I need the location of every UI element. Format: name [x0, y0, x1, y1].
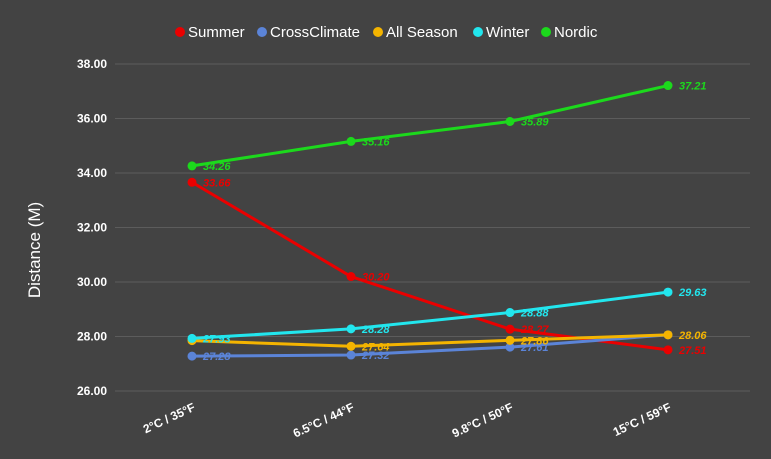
legend-item-crossclimate: CrossClimate: [257, 24, 360, 41]
legend-marker: [373, 27, 383, 37]
legend-label: Winter: [486, 24, 529, 41]
data-label: 27.86: [520, 335, 549, 347]
data-point: [187, 177, 197, 187]
data-label: 35.89: [521, 116, 549, 128]
data-point: [346, 350, 356, 360]
data-label: 28.27: [520, 324, 549, 336]
data-point: [663, 287, 673, 297]
data-point: [505, 324, 515, 334]
legend-label: CrossClimate: [270, 24, 360, 41]
x-tick-label: 15°C / 59°F: [611, 400, 673, 439]
data-point: [663, 81, 673, 91]
data-point: [346, 136, 356, 146]
x-axis-ticks: 2°C / 35°F 6.5°C / 44°F 9.8°C / 50°F 15°C /…: [141, 400, 673, 440]
series-line: [190, 333, 670, 358]
data-point: [663, 330, 673, 340]
data-label: 34.26: [203, 161, 231, 173]
series-nordic: 34.26 35.16 35.89 37.21: [187, 81, 707, 173]
data-point: [505, 342, 515, 352]
legend-marker: [473, 27, 483, 37]
data-label: 29.63: [678, 287, 707, 299]
series-line: [190, 290, 670, 340]
data-label: 33.66: [203, 177, 231, 189]
data-label: 30.20: [362, 272, 390, 284]
legend-marker: [257, 27, 267, 37]
data-label: 27.93: [202, 333, 231, 345]
data-point: [187, 333, 197, 343]
data-point: [187, 161, 197, 171]
data-point: [346, 324, 356, 334]
y-tick-label: 38.00: [77, 57, 107, 71]
y-axis-ticks: 26.00 28.00 30.00 32.00 34.00 36.00 38.00: [77, 57, 107, 398]
data-label: 28.28: [361, 324, 390, 336]
series-crossclimate: 27.28 27.32 27.61: [187, 330, 673, 363]
data-label: 27.61: [520, 342, 549, 354]
y-tick-label: 30.00: [77, 275, 107, 289]
y-tick-label: 28.00: [77, 330, 107, 344]
data-label: 27.28: [202, 351, 231, 363]
legend-label: All Season: [386, 24, 458, 41]
series-summer: 33.66 30.20 28.27 27.51: [187, 177, 707, 357]
data-point: [346, 272, 356, 282]
data-point: [505, 116, 515, 126]
legend-item-all-season: All Season: [373, 24, 458, 41]
x-tick-label: 2°C / 35°F: [141, 400, 197, 436]
data-point: [187, 351, 197, 361]
legend-label: Nordic: [554, 24, 598, 41]
data-point: [346, 341, 356, 351]
data-label: 37.21: [679, 81, 707, 93]
data-label: 28.06: [678, 330, 707, 342]
y-tick-label: 34.00: [77, 166, 107, 180]
series-line: [190, 180, 670, 352]
data-label: 28.88: [520, 308, 549, 320]
data-label: 35.16: [362, 136, 390, 148]
legend-item-summer: Summer: [175, 24, 245, 41]
y-tick-label: 36.00: [77, 112, 107, 126]
y-tick-label: 32.00: [77, 221, 107, 235]
data-label: 27.51: [678, 345, 707, 357]
series-group: 33.66 30.20 28.27 27.51 27.28 27.32 27.61 27.64…: [187, 81, 707, 363]
legend-item-winter: Winter: [473, 24, 529, 41]
data-label: 27.32: [361, 350, 390, 362]
x-tick-label: 9.8°C / 50°F: [450, 400, 515, 440]
legend-label: Summer: [188, 24, 245, 41]
y-tick-label: 26.00: [77, 384, 107, 398]
series-winter: 27.93 28.28 28.88 29.63: [187, 287, 707, 345]
legend-marker: [541, 27, 551, 37]
series-line: [190, 333, 670, 348]
data-point: [505, 335, 515, 345]
series-line: [190, 84, 670, 168]
legend-marker: [175, 27, 185, 37]
y-axis-label: Distance (M): [25, 202, 44, 298]
x-tick-label: 6.5°C / 44°F: [291, 400, 356, 440]
legend: Summer CrossClimate All Season Winter Nordic: [175, 24, 598, 41]
data-point: [505, 308, 515, 318]
legend-item-nordic: Nordic: [541, 24, 598, 41]
data-label: 27.64: [361, 341, 390, 353]
data-point: [663, 345, 673, 355]
